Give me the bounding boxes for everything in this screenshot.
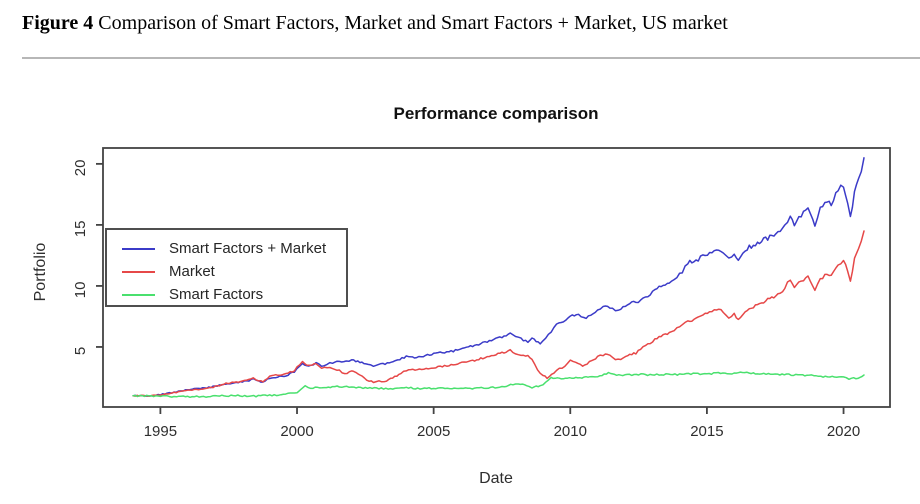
x-tick-label: 2005 bbox=[417, 423, 450, 440]
x-tick-label: 2000 bbox=[280, 423, 313, 440]
y-tick-label: 10 bbox=[72, 282, 89, 299]
figure-caption: Figure 4 Comparison of Smart Factors, Ma… bbox=[22, 11, 728, 35]
performance-chart: Performance comparison Date Portfolio 19… bbox=[0, 80, 920, 499]
plot-border bbox=[102, 147, 891, 408]
legend-item: Smart Factors + Market bbox=[107, 237, 346, 260]
caption-divider bbox=[22, 57, 920, 59]
blue-line-swatch bbox=[122, 247, 155, 250]
y-tick-label: 20 bbox=[72, 160, 89, 177]
y-axis-label: Portfolio bbox=[32, 243, 49, 302]
legend-label: Smart Factors + Market bbox=[169, 240, 327, 257]
y-tick-label: 5 bbox=[72, 347, 89, 355]
figure-number: Figure 4 bbox=[22, 12, 94, 34]
plot-canvas: Performance comparison Date Portfolio 19… bbox=[32, 104, 891, 487]
series-line-smart-factors bbox=[132, 371, 865, 399]
legend-label: Smart Factors bbox=[169, 286, 264, 303]
y-tick-label: 15 bbox=[72, 221, 89, 238]
red-line-swatch bbox=[122, 270, 155, 273]
green-line-swatch bbox=[122, 293, 155, 296]
legend-item: Smart Factors bbox=[107, 283, 346, 306]
series-line-smart-factors-market bbox=[132, 157, 865, 397]
axes: 1995 2000 2005 2010 2015 2020 5 10 15 20 bbox=[72, 160, 860, 440]
legend-label: Market bbox=[169, 263, 215, 280]
figure-caption-text: Comparison of Smart Factors, Market and … bbox=[93, 12, 728, 34]
plot-box bbox=[102, 147, 891, 408]
x-axis-label: Date bbox=[479, 470, 513, 487]
series-lines bbox=[132, 157, 865, 399]
series-line-market bbox=[132, 230, 865, 397]
x-tick-label: 1995 bbox=[144, 423, 177, 440]
x-tick-label: 2020 bbox=[827, 423, 860, 440]
chart-legend: Smart Factors + Market Market Smart Fact… bbox=[105, 228, 348, 307]
chart-title: Performance comparison bbox=[393, 104, 598, 123]
x-tick-label: 2015 bbox=[690, 423, 723, 440]
x-tick-label: 2010 bbox=[554, 423, 587, 440]
legend-item: Market bbox=[107, 260, 346, 283]
